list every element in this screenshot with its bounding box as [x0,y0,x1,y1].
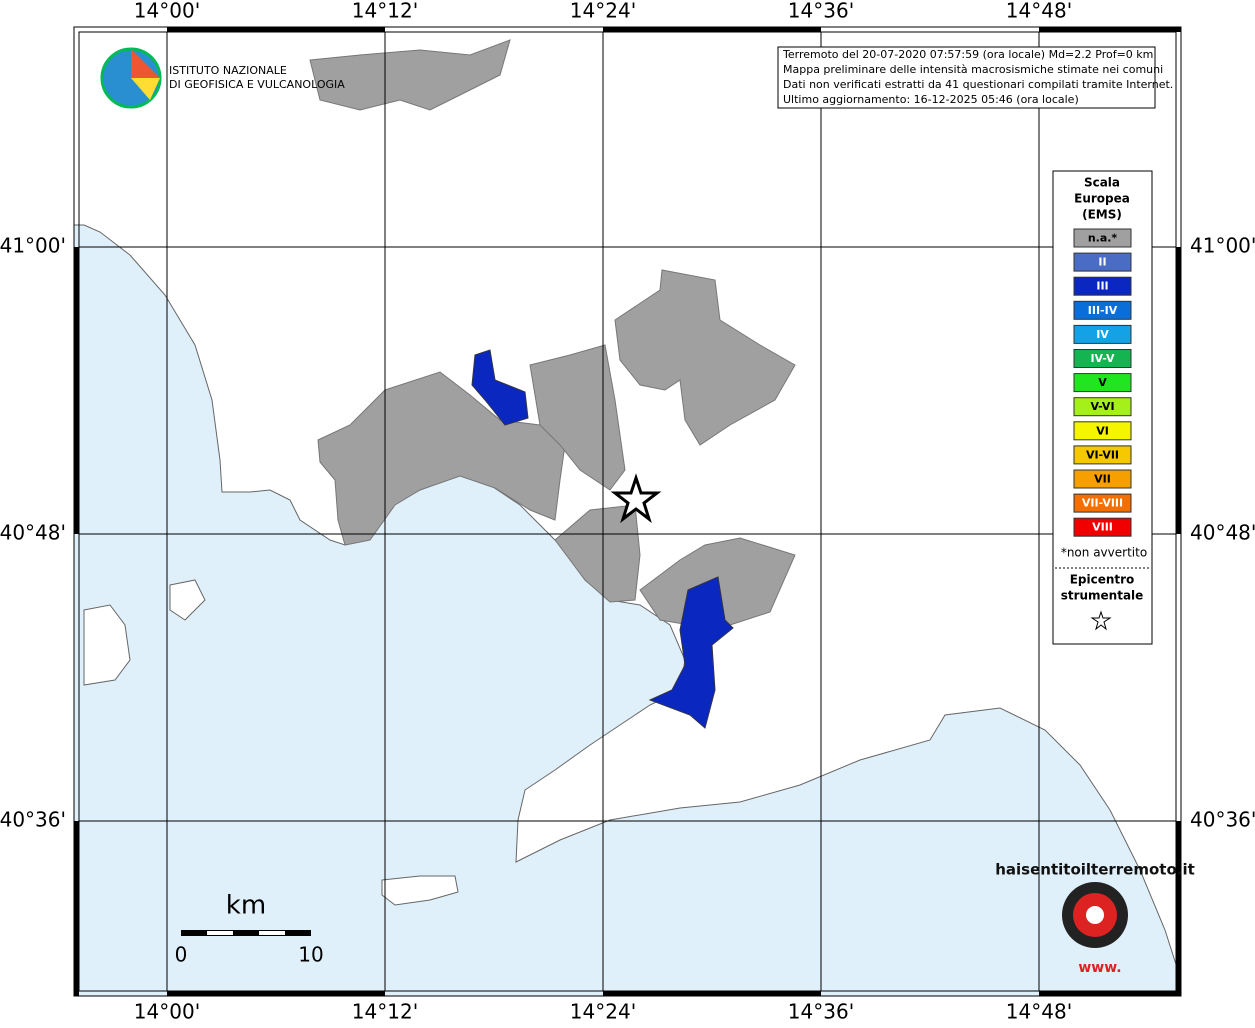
institute-name: DI GEOFISICA E VULCANOLOGIA [169,78,345,91]
lon-label: 14°24' [570,0,636,23]
frame-tick [603,991,821,996]
lon-label: 14°24' [570,1000,636,1024]
comune-na [614,269,796,446]
lon-label: 14°12' [352,0,418,23]
logo-segment [131,78,160,100]
frame-tick [1176,247,1181,534]
legend-swatch [1073,373,1132,393]
legend-label: n.a.* [1088,232,1118,245]
frame-ticks [73,26,1182,997]
legend-swatch [1073,397,1132,417]
comune-iii [648,576,734,729]
watermark: www. [1078,960,1121,976]
legend-swatch [1073,469,1132,489]
comune-iii [471,349,529,426]
legend-swatch [1073,493,1132,513]
info-line: Terremoto del 20-07-2020 07:57:59 (ora l… [782,48,1153,61]
frame-tick [74,821,79,996]
frame-tick [167,991,385,996]
lon-label: 14°12' [352,1000,418,1024]
logo-ring [1086,906,1104,924]
legend-label: IV [1096,328,1109,341]
legend-label: VII-VIII [1082,497,1123,510]
lat-label: 41°00' [0,234,66,258]
lon-label: 14°00' [134,1000,200,1024]
lon-label: 14°36' [788,0,854,23]
legend-epicenter: strumentale [1061,589,1144,603]
frame-tick [1176,821,1181,996]
legend-content: ScalaEuropea(EMS)n.a.*IIIIIIII-IVIVIV-VV… [1055,176,1150,631]
legend-title: Europea [1074,192,1130,206]
lon-label: 14°48' [1006,1000,1072,1024]
legend-label: VIII [1092,521,1113,534]
legend-title: (EMS) [1082,208,1122,222]
legend-swatch [1073,445,1132,465]
frame-tick [1039,27,1181,32]
frame-outer [73,26,1182,997]
lon-label: 14°00' [134,0,200,23]
info-text: Terremoto del 20-07-2020 07:57:59 (ora l… [782,48,1173,106]
legend-swatch [1073,324,1132,344]
scale-unit: km [226,891,266,921]
legend-swatch [1073,349,1132,368]
legend-label: VII [1094,473,1111,486]
legend-swatch [1073,252,1132,272]
info-line: Ultimo aggiornamento: 16-12-2025 05:46 (… [783,93,1079,106]
frame-tick [1039,991,1181,996]
scale-bar-segment [259,931,285,935]
info-line: Mappa preliminare delle intensità macros… [783,63,1163,76]
institute-name: ISTITUTO NAZIONALE [169,64,287,77]
logo-segment [131,49,160,78]
lat-label: 41°00' [1190,234,1255,258]
legend-swatch [1073,228,1132,248]
scale-bar: km 0 10 [175,891,324,967]
info-box [777,46,1156,109]
legend-swatch [1073,300,1132,320]
scale-bar-segment [207,931,233,935]
scale-label: 10 [298,943,323,967]
legend-label: III-IV [1088,304,1118,317]
legend-swatch [1073,421,1132,441]
legend-swatch [1073,517,1132,537]
lon-label: 14°48' [1006,0,1072,23]
frame-tick [167,27,385,32]
legend-title: Scala [1084,176,1120,190]
legend-label: VI-VII [1086,448,1119,461]
legend-star [1090,610,1112,631]
frame-tick [74,247,79,534]
legend-label: V-VI [1090,400,1114,413]
lat-label: 40°48' [1190,521,1255,545]
legend-label: V [1098,376,1107,389]
comune-na [317,371,566,546]
logo-ingv: ISTITUTO NAZIONALE DI GEOFISICA E VULCAN… [100,47,345,109]
logo-hsit: www. haisentitoilterremoto.it [995,861,1195,977]
lat-label: 40°36' [0,808,66,832]
legend-epicenter: Epicentro [1070,573,1135,587]
comune-na [554,504,641,603]
legend-swatch [1073,276,1132,296]
frame-tick [603,27,821,32]
legend-label: IV-V [1090,352,1115,365]
island [83,604,131,686]
island [169,579,206,621]
island [381,875,459,906]
lon-label: 14°36' [788,1000,854,1024]
legend-label: II [1098,256,1106,269]
watermark: haisentitoilterremoto.it [995,861,1195,879]
comune-na [309,39,511,111]
comune-na [529,344,626,491]
info-line: Dati non verificati estratti da 41 quest… [783,78,1173,91]
epicenter-star [610,473,662,524]
legend-note: *non avvertito [1061,546,1147,560]
scale-bar-body [181,930,311,936]
legend-label: III [1096,280,1108,293]
legend-label: VI [1096,424,1109,437]
scale-label: 0 [175,943,188,967]
lat-label: 40°36' [1190,808,1255,832]
lat-label: 40°48' [0,521,66,545]
